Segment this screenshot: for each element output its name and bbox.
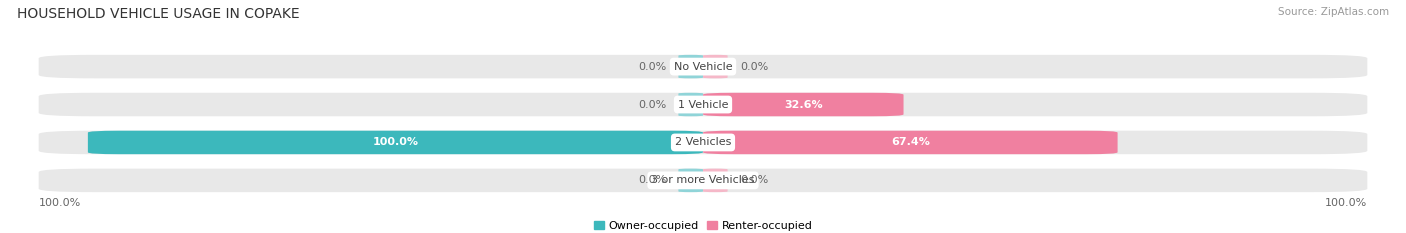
FancyBboxPatch shape: [38, 93, 1367, 116]
Text: 100.0%: 100.0%: [38, 198, 82, 208]
Text: No Vehicle: No Vehicle: [673, 62, 733, 72]
Text: 1 Vehicle: 1 Vehicle: [678, 99, 728, 110]
FancyBboxPatch shape: [678, 55, 703, 78]
FancyBboxPatch shape: [87, 131, 703, 154]
FancyBboxPatch shape: [38, 55, 1367, 78]
Text: 67.4%: 67.4%: [891, 137, 929, 147]
FancyBboxPatch shape: [703, 131, 1118, 154]
Text: HOUSEHOLD VEHICLE USAGE IN COPAKE: HOUSEHOLD VEHICLE USAGE IN COPAKE: [17, 7, 299, 21]
Text: Source: ZipAtlas.com: Source: ZipAtlas.com: [1278, 7, 1389, 17]
Text: 3 or more Vehicles: 3 or more Vehicles: [651, 175, 755, 185]
Text: 100.0%: 100.0%: [1324, 198, 1367, 208]
FancyBboxPatch shape: [38, 169, 1367, 192]
Text: 0.0%: 0.0%: [638, 62, 666, 72]
Text: 0.0%: 0.0%: [740, 175, 768, 185]
FancyBboxPatch shape: [38, 131, 1367, 154]
Legend: Owner-occupied, Renter-occupied: Owner-occupied, Renter-occupied: [589, 216, 817, 233]
FancyBboxPatch shape: [678, 93, 703, 116]
Text: 32.6%: 32.6%: [785, 99, 823, 110]
Text: 0.0%: 0.0%: [638, 175, 666, 185]
Text: 0.0%: 0.0%: [638, 99, 666, 110]
FancyBboxPatch shape: [703, 55, 728, 78]
Text: 0.0%: 0.0%: [740, 62, 768, 72]
FancyBboxPatch shape: [678, 169, 703, 192]
Text: 100.0%: 100.0%: [373, 137, 419, 147]
FancyBboxPatch shape: [703, 169, 728, 192]
Text: 2 Vehicles: 2 Vehicles: [675, 137, 731, 147]
FancyBboxPatch shape: [703, 93, 904, 116]
